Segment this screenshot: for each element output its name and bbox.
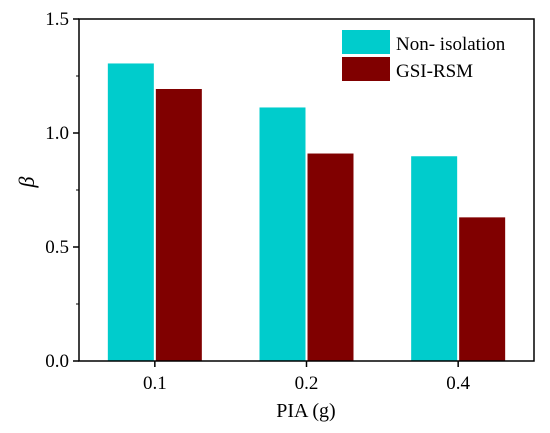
legend-swatch-non-isolation (342, 30, 390, 54)
x-tick-label: 0.4 (446, 373, 470, 394)
bar-gsi-rsm-0_2 (307, 153, 354, 361)
bar-non-isolation-0_1 (107, 63, 154, 362)
y-tick-label: 0.0 (45, 351, 69, 372)
bar-non-isolation-0_2 (259, 107, 306, 362)
legend: Non- isolation GSI-RSM (342, 30, 506, 82)
bar-non-isolation-0_4 (411, 156, 458, 361)
plot-frame (78, 18, 535, 362)
legend-label-non-isolation: Non- isolation (396, 34, 506, 55)
bar-gsi-rsm-0_1 (155, 88, 202, 361)
x-tick-label: 0.2 (295, 373, 319, 394)
x-tick-label: 0.1 (143, 373, 167, 394)
x-axis-label: PIA (g) (276, 400, 335, 422)
y-tick-label: 0.5 (45, 237, 69, 258)
bars-layer (107, 63, 506, 362)
ticks-layer: 0.1 0.2 0.4 0.0 0.5 1.0 1.5 (45, 9, 470, 394)
bar-gsi-rsm-0_4 (459, 217, 506, 361)
y-tick-label: 1.0 (45, 123, 69, 144)
y-tick-label: 1.5 (45, 9, 69, 30)
y-axis-label: β (14, 176, 39, 188)
legend-swatch-gsi-rsm (342, 57, 390, 81)
legend-label-gsi-rsm: GSI-RSM (396, 61, 473, 82)
